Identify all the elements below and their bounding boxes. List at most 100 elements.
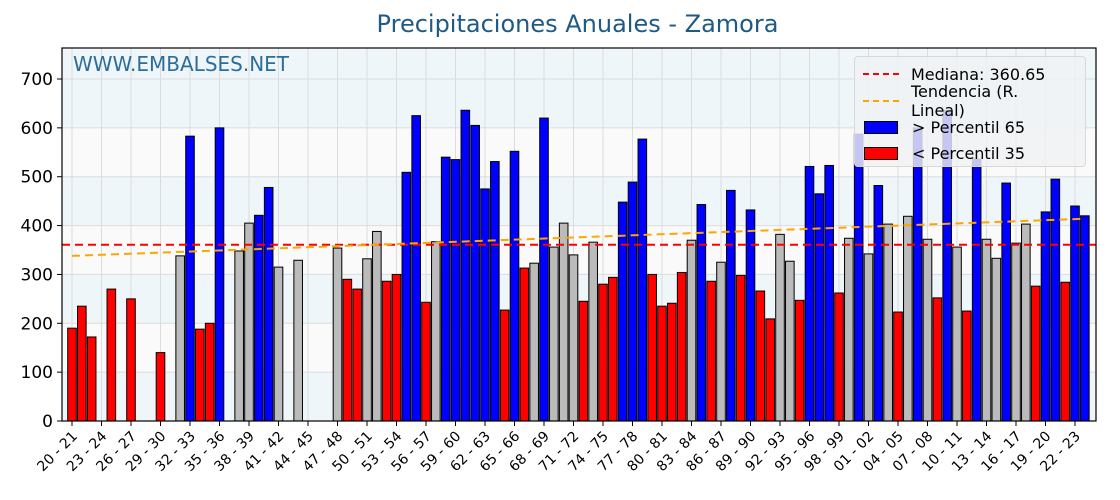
y-tick-label: 600	[21, 119, 53, 139]
bar-21-22	[1060, 281, 1070, 422]
legend-label: Tendencia (R. Lineal)	[910, 81, 1019, 120]
legend-label: Mediana: 360.65	[911, 64, 1046, 84]
trend-swatch-icon	[863, 99, 899, 102]
bar-07-08	[922, 238, 933, 422]
bar-81-82	[667, 302, 677, 422]
bar-48-49	[342, 278, 353, 422]
bar-21-22	[77, 305, 87, 422]
bar-10-11	[952, 246, 962, 422]
bar-20-21	[1050, 178, 1061, 422]
bar-84-85	[696, 204, 707, 422]
bar-51-52	[372, 230, 382, 422]
bar-66-67	[519, 267, 530, 422]
bar-70-71	[558, 222, 569, 422]
legend-item-p65: > Percentil 65	[863, 114, 1077, 141]
bar-99-00	[844, 237, 854, 422]
bar-00-01	[853, 133, 864, 422]
bar-92-93	[775, 233, 785, 422]
bar-63-64	[490, 161, 500, 422]
bar-59-60	[450, 159, 461, 422]
bar-82-83	[676, 271, 687, 422]
bar-88-89	[735, 274, 746, 422]
bar-04-05	[893, 311, 903, 422]
bar-43-44	[293, 259, 303, 422]
bar-69-70	[549, 246, 559, 422]
legend-label: > Percentil 65	[912, 117, 1026, 137]
bar-93-94	[785, 260, 795, 422]
bar-05-06	[903, 215, 913, 422]
bar-75-76	[608, 276, 618, 422]
y-axis: 0 100 200 300 400 500 600 700	[21, 70, 62, 432]
bar-62-63	[480, 188, 490, 422]
bar-17-18	[1021, 223, 1031, 422]
chart-title: Precipitaciones Anuales - Zamora	[376, 10, 779, 38]
bar-77-78	[627, 181, 638, 422]
median-swatch-icon	[863, 73, 899, 76]
y-tick-label: 200	[21, 314, 53, 334]
bar-61-62	[470, 124, 480, 422]
bar-34-35	[204, 322, 215, 422]
bar-91-92	[765, 318, 775, 422]
bar-35-36	[214, 127, 225, 422]
y-tick-label: 400	[21, 217, 53, 237]
legend-label: < Percentil 35	[912, 144, 1026, 164]
bar-53-54	[391, 273, 402, 422]
bar-68-69	[539, 117, 549, 422]
bar-18-19	[1030, 285, 1041, 422]
bar-22-23	[1070, 205, 1080, 422]
bar-54-55	[401, 171, 412, 422]
bar-79-80	[647, 273, 657, 422]
bar-02-03	[873, 185, 884, 422]
bar-78-79	[637, 138, 648, 422]
bar-55-56	[411, 115, 421, 422]
y-tick-label: 300	[21, 265, 53, 285]
y-tick-label: 700	[21, 70, 53, 90]
bar-49-50	[352, 288, 362, 422]
bar-32-33	[185, 135, 195, 422]
legend-item-median: Mediana: 360.65	[863, 61, 1077, 88]
bar-23-24	[1080, 215, 1090, 422]
p35-swatch-icon	[864, 147, 898, 161]
bar-64-65	[499, 309, 510, 422]
bar-33-34	[195, 328, 205, 422]
bar-74-75	[598, 283, 608, 422]
bar-71-72	[568, 254, 579, 422]
legend-item-trend: Tendencia (R. Lineal)	[863, 82, 1077, 120]
bar-80-81	[657, 305, 667, 422]
bar-08-09	[932, 297, 943, 422]
bar-72-73	[578, 300, 589, 422]
bar-16-17	[1011, 242, 1021, 422]
bar-94-95	[794, 299, 805, 422]
bar-89-90	[745, 209, 756, 422]
bar-26-27	[126, 298, 136, 422]
bar-29-30	[155, 352, 166, 422]
bar-60-61	[460, 109, 471, 422]
bar-85-86	[706, 280, 716, 422]
bar-12-13	[971, 158, 982, 422]
bar-67-68	[529, 262, 539, 422]
y-tick-label: 0	[42, 412, 53, 432]
bar-86-87	[716, 261, 726, 422]
bar-01-02	[863, 253, 874, 422]
bar-03-04	[883, 223, 893, 422]
bar-50-51	[362, 258, 372, 422]
legend-item-p35: < Percentil 35	[863, 141, 1077, 168]
y-tick-label: 100	[21, 363, 53, 383]
bar-22-23	[86, 336, 97, 422]
legend: Mediana: 360.65 Tendencia (R. Lineal) > …	[854, 56, 1086, 167]
bar-40-41	[263, 186, 274, 422]
bar-series	[67, 109, 1090, 422]
bar-52-53	[381, 280, 392, 422]
bar-31-32	[175, 255, 185, 422]
bar-98-99	[834, 292, 844, 422]
plot-frame	[61, 47, 1097, 422]
bar-14-15	[991, 257, 1002, 422]
bar-56-57	[421, 301, 431, 422]
bar-37-38	[234, 250, 244, 422]
bar-57-58	[431, 241, 441, 422]
bar-38-39	[244, 222, 254, 422]
bar-65-66	[509, 150, 520, 422]
bar-58-59	[440, 156, 451, 422]
bar-15-16	[1001, 182, 1011, 422]
